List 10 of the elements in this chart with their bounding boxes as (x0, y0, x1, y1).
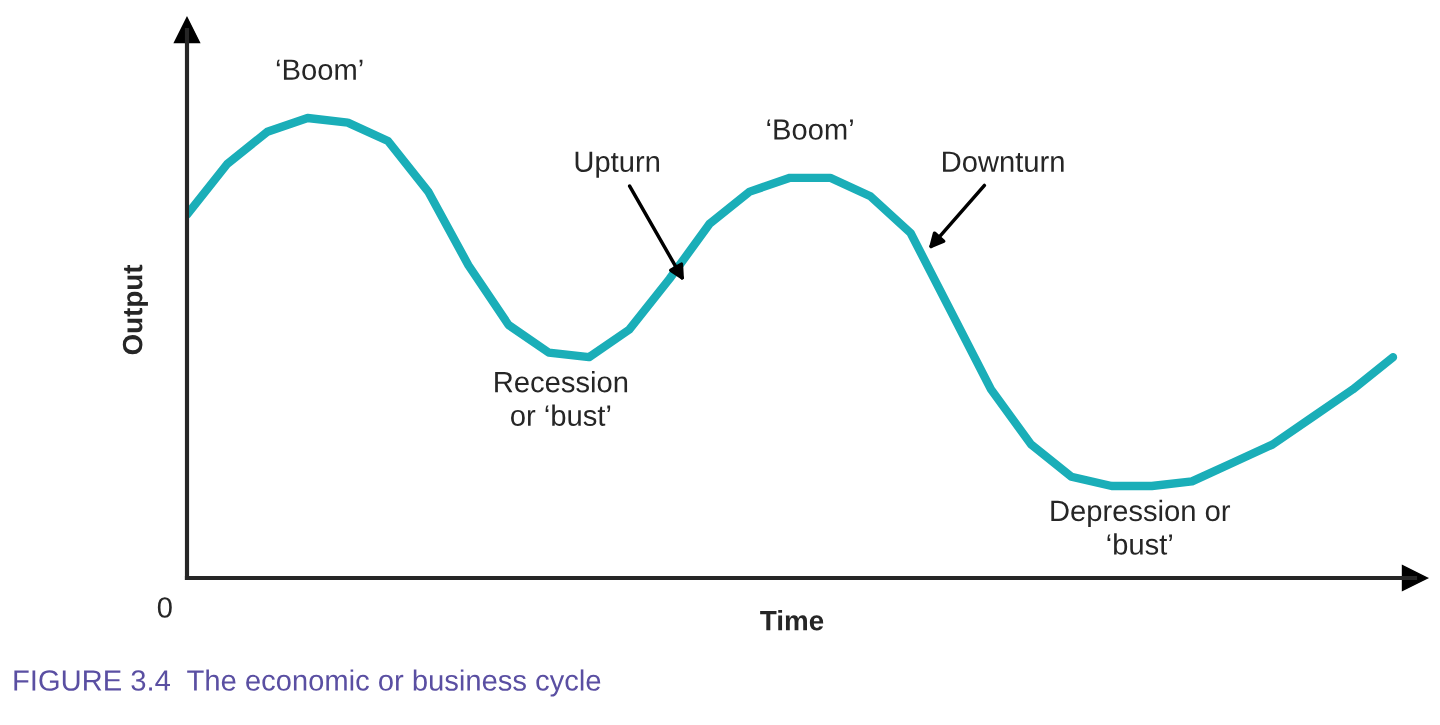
text: 0 (157, 597, 172, 618)
text: ‘Boom’ (276, 59, 363, 81)
y-axis-title: Output (122, 264, 148, 355)
annotation: Recession or ‘bust’ (495, 371, 628, 426)
annotation: Upturn (575, 151, 660, 178)
annotation: Downturn (943, 151, 1064, 173)
x-axis-title: Time (760, 610, 824, 631)
annotation: Depression or ‘bust’ (1051, 499, 1231, 555)
text: FIGURE 3.4 The economic or business cycle (14, 669, 601, 697)
annotation: ‘Boom’ (767, 119, 853, 140)
